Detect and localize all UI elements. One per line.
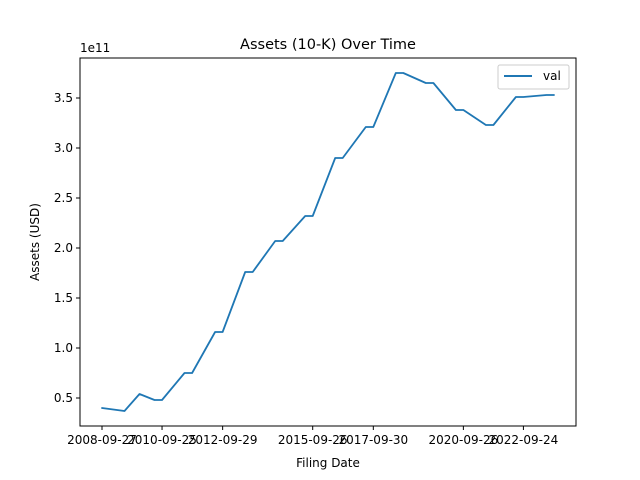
- x-tick-label: 2008-09-27: [67, 433, 137, 447]
- x-tick-label: 2017-09-30: [338, 433, 408, 447]
- x-tick-label: 2022-09-24: [489, 433, 559, 447]
- x-axis-title: Filing Date: [296, 456, 360, 470]
- y-tick-label: 3.0: [54, 141, 73, 155]
- y-tick-label: 1.5: [54, 291, 73, 305]
- series-layer: [101, 72, 555, 412]
- legend-label: val: [543, 69, 561, 83]
- plot-frame: [79, 57, 577, 427]
- series-line-val: [101, 72, 555, 412]
- y-axis-ticks: 0.5 1.0 1.5 2.0 2.5 3.0 3.5: [54, 91, 80, 405]
- y-tick-label: 1.0: [54, 341, 73, 355]
- legend: val: [497, 64, 570, 90]
- y-tick-label: 2.5: [54, 191, 73, 205]
- legend-box: [497, 64, 570, 90]
- x-tick-label: 2010-09-25: [127, 433, 197, 447]
- y-tick-label: 0.5: [54, 391, 73, 405]
- y-tick-label: 2.0: [54, 241, 73, 255]
- x-tick-label: 2015-09-26: [278, 433, 348, 447]
- y-tick-label: 3.5: [54, 91, 73, 105]
- y-axis-title: Assets (USD): [28, 203, 42, 281]
- x-tick-label: 2020-09-26: [428, 433, 498, 447]
- x-tick-label: 2012-09-29: [188, 433, 258, 447]
- chart-title: Assets (10-K) Over Time: [240, 37, 416, 53]
- y-multiplier-label: 1e11: [80, 41, 110, 55]
